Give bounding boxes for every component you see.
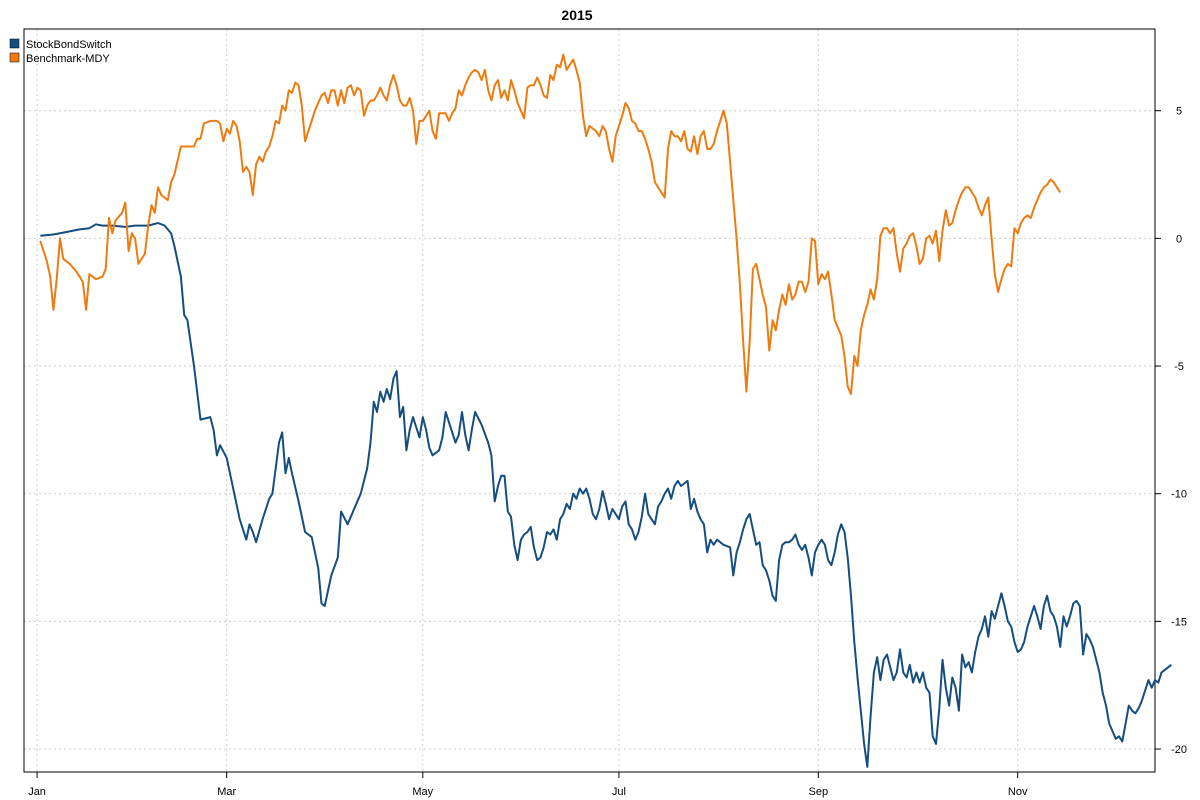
legend-label-benchmark-mdy: Benchmark-MDY [26,53,110,65]
x-tick-label: Sep [809,786,829,798]
legend-swatch-stockbondswitch [9,38,20,49]
legend-swatch-benchmark-mdy [9,52,20,63]
y-tick-label: 0 [1176,233,1182,245]
x-tick-label: Jul [612,786,626,798]
series-line-benchmark-mdy [39,53,1062,396]
y-tick-label: -5 [1174,361,1184,373]
y-axis: 5 0 -5 -10 -15 -20 [1155,106,1187,756]
legend-label-stockbondswitch: StockBondSwitch [26,39,112,51]
x-tick-label: Nov [1008,786,1028,798]
x-tick-label: Jan [28,786,46,798]
series-group [39,53,1172,768]
y-tick-label: -10 [1171,489,1187,501]
x-axis: Jan Mar May Jul Sep Nov [28,772,1028,798]
plot-area-border [23,28,1156,773]
y-tick-label: -15 [1171,616,1187,628]
series-line-stockbondswitch [40,222,1172,768]
x-tick-label: May [412,786,433,798]
chart-title: 2015 [561,7,592,23]
legend: StockBondSwitch Benchmark-MDY [9,38,112,65]
y-tick-label: -20 [1171,744,1187,756]
x-tick-label: Mar [217,786,236,798]
y-tick-label: 5 [1176,106,1182,118]
gridlines [24,29,1155,772]
